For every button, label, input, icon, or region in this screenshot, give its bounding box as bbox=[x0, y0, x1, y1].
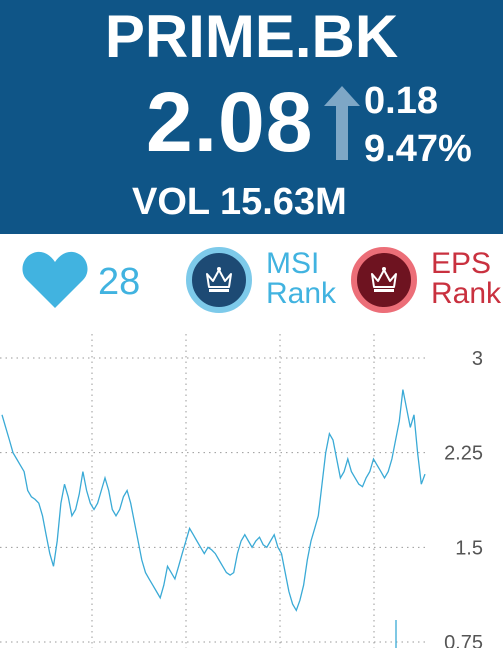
y-axis-ticks: 3 2.25 1.5 0.75 bbox=[444, 348, 483, 648]
y-tick-label: 0.75 bbox=[444, 632, 483, 648]
eps-rank-label[interactable]: EPS Rank bbox=[431, 249, 501, 309]
crown-icon bbox=[371, 267, 397, 292]
ticker-symbol: PRIME.BK bbox=[104, 3, 399, 70]
eps-label-line1: EPS bbox=[431, 247, 492, 280]
msi-label-line2: Rank bbox=[266, 277, 337, 310]
crown-icon bbox=[206, 267, 232, 292]
price-line bbox=[1, 389, 426, 612]
last-price: 2.08 bbox=[146, 75, 314, 169]
msi-rank-label[interactable]: MSI Rank bbox=[266, 249, 336, 309]
percent-change: 9.47% bbox=[364, 128, 472, 170]
up-arrow-icon bbox=[324, 86, 360, 160]
heart-icon[interactable] bbox=[22, 250, 88, 310]
y-tick-label: 1.5 bbox=[455, 537, 483, 559]
quote-header: PRIME.BK 2.08 0.18 9.47% VOL 15.63M bbox=[0, 0, 503, 234]
y-tick-label: 3 bbox=[472, 348, 483, 370]
price-change: 0.18 bbox=[364, 80, 438, 122]
price-chart[interactable]: 3 2.25 1.5 0.75 bbox=[0, 330, 503, 648]
likes-count: 28 bbox=[98, 261, 141, 303]
trade-volume: VOL 15.63M bbox=[132, 181, 347, 223]
msi-rank-button[interactable] bbox=[186, 247, 252, 313]
chart-grid bbox=[0, 334, 428, 648]
y-tick-label: 2.25 bbox=[444, 443, 483, 465]
eps-rank-button[interactable] bbox=[351, 247, 417, 313]
eps-label-line2: Rank bbox=[431, 277, 502, 310]
msi-label-line1: MSI bbox=[266, 247, 320, 280]
